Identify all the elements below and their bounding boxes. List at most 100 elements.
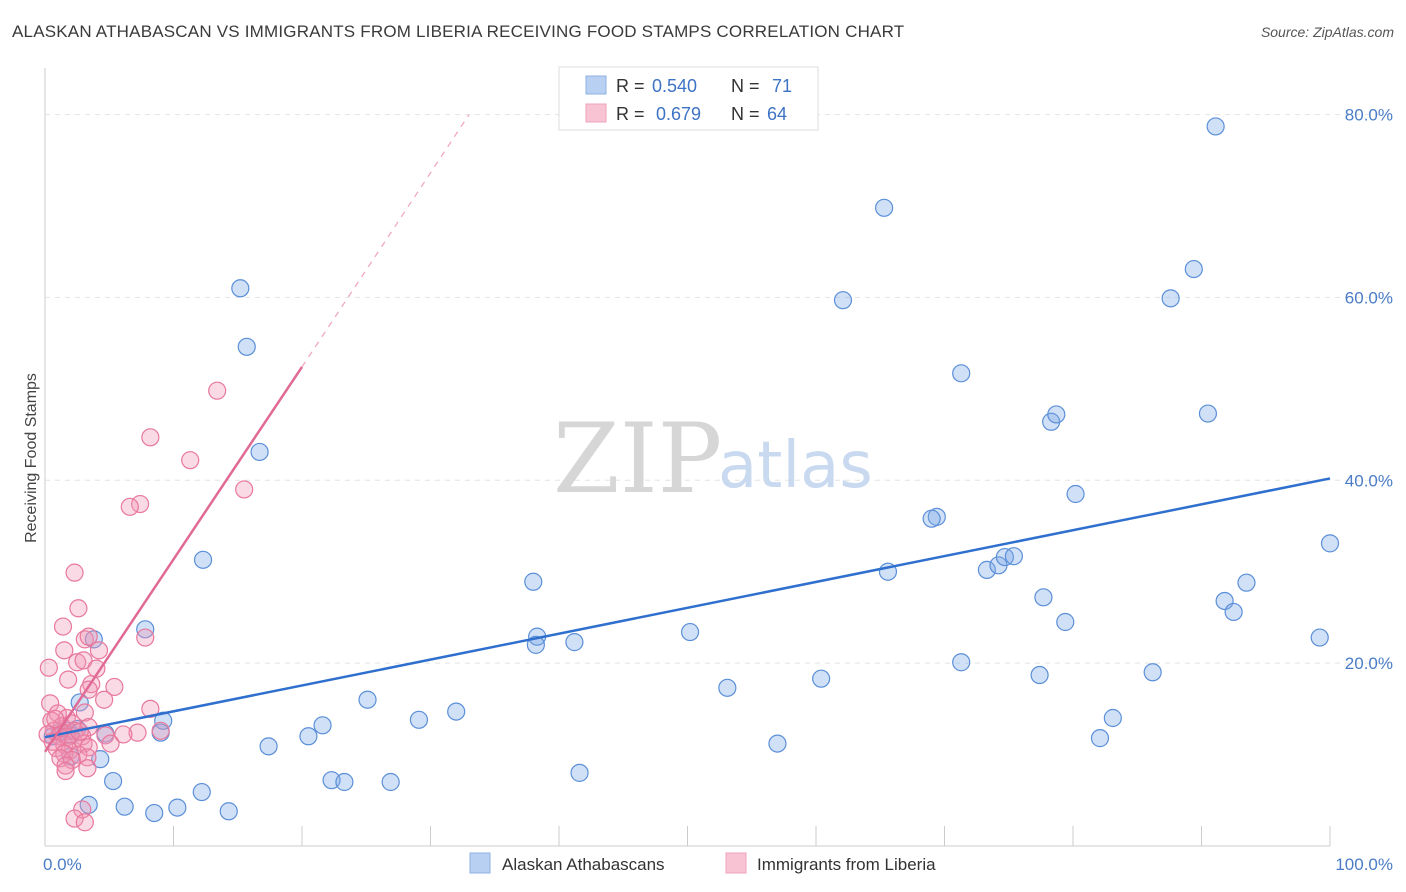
data-point-liberia — [114, 725, 133, 744]
y-axis-label: Receiving Food Stamps — [23, 373, 40, 543]
chart-source: Source: ZipAtlas.com — [1260, 24, 1394, 40]
data-point-liberia — [181, 451, 200, 470]
data-point-athabascan — [570, 763, 589, 782]
legend-r-value-2: 0.679 — [656, 104, 701, 124]
data-point-athabascan — [833, 291, 853, 310]
data-point-liberia — [75, 703, 94, 722]
data-point-athabascan — [1320, 534, 1340, 553]
data-point-liberia — [128, 723, 147, 742]
data-point-liberia — [65, 809, 84, 828]
data-point-athabascan — [1143, 663, 1162, 682]
data-point-athabascan — [1030, 665, 1049, 685]
data-point-athabascan — [1237, 573, 1256, 592]
data-point-athabascan — [168, 798, 187, 817]
legend-swatch-blue — [585, 75, 607, 95]
data-point-liberia — [39, 658, 58, 677]
bottom-legend-label-1: Alaskan Athabascans — [502, 855, 665, 874]
data-point-athabascan — [1206, 117, 1225, 136]
data-point-liberia — [105, 677, 124, 697]
data-point-athabascan — [335, 772, 354, 792]
grid-lines — [45, 114, 1393, 664]
y-tick-label: 20.0% — [1345, 654, 1393, 673]
legend-n-label-1: N = — [731, 76, 760, 96]
data-point-athabascan — [952, 653, 971, 672]
data-point-athabascan — [718, 678, 737, 697]
data-point-liberia — [235, 480, 254, 499]
data-point-liberia — [74, 651, 93, 670]
bottom-legend-label-2: Immigrants from Liberia — [757, 855, 936, 874]
data-point-athabascan — [381, 772, 400, 792]
data-point-athabascan — [299, 727, 318, 746]
data-point-athabascan — [250, 442, 269, 462]
data-point-liberia — [78, 759, 97, 778]
series-immigrants-from-liberia — [38, 381, 254, 832]
data-point-athabascan — [526, 635, 545, 654]
data-point-liberia — [56, 761, 75, 781]
data-point-liberia — [120, 497, 139, 516]
data-point-athabascan — [1047, 405, 1066, 424]
trend-line-liberia — [43, 366, 304, 753]
axes — [44, 68, 1331, 847]
data-point-athabascan — [1161, 289, 1180, 308]
data-point-liberia — [101, 734, 120, 753]
data-point-athabascan — [192, 782, 211, 802]
data-point-athabascan — [358, 690, 377, 709]
data-point-athabascan — [231, 279, 250, 298]
data-point-liberia — [141, 699, 160, 718]
data-point-liberia — [75, 813, 94, 832]
data-point-athabascan — [409, 710, 429, 729]
legend-r-label-1: R = — [616, 76, 645, 96]
data-point-athabascan — [1056, 612, 1075, 632]
legend-n-label-2: N = — [731, 104, 760, 124]
data-point-liberia — [130, 494, 150, 514]
legend-n-value-1: 71 — [772, 76, 792, 96]
data-point-athabascan — [1034, 588, 1053, 607]
y-tick-label: 60.0% — [1345, 288, 1393, 307]
data-point-athabascan — [1224, 602, 1243, 622]
data-point-liberia — [89, 641, 109, 660]
data-point-athabascan — [1310, 628, 1329, 647]
data-point-athabascan — [313, 716, 332, 735]
bottom-legend-swatch-blue — [469, 852, 491, 874]
y-tick-label: 80.0% — [1345, 106, 1393, 125]
data-point-athabascan — [1198, 404, 1218, 423]
data-point-liberia — [59, 670, 78, 689]
data-point-liberia — [141, 428, 160, 447]
data-point-athabascan — [922, 509, 941, 528]
legend-r-value-1: 0.540 — [652, 76, 697, 96]
x-tick-label: 100.0% — [1335, 855, 1393, 874]
bottom-legend-swatch-pink — [725, 852, 747, 874]
data-point-athabascan — [447, 702, 466, 721]
data-point-athabascan — [812, 669, 831, 688]
data-point-liberia — [56, 756, 75, 775]
legend-n-value-2: 64 — [767, 104, 787, 124]
data-point-athabascan — [680, 622, 700, 642]
x-tick-label: 0.0% — [43, 855, 82, 874]
data-point-athabascan — [1004, 547, 1023, 566]
data-point-liberia — [55, 641, 74, 660]
data-point-liberia — [53, 617, 73, 636]
data-point-liberia — [208, 381, 227, 400]
trend-line-liberia-extension — [301, 114, 470, 368]
data-point-athabascan — [237, 337, 256, 356]
data-point-athabascan — [259, 737, 278, 756]
data-point-athabascan — [524, 572, 543, 591]
data-point-liberia — [136, 628, 155, 647]
chart-title: ALASKAN ATHABASCAN VS IMMIGRANTS FROM LI… — [12, 22, 905, 41]
data-point-liberia — [68, 653, 87, 672]
data-point-athabascan — [1066, 484, 1085, 504]
data-point-liberia — [151, 721, 170, 740]
data-point-liberia — [65, 563, 84, 582]
watermark-atlas: atlas — [718, 429, 873, 503]
data-point-athabascan — [193, 550, 213, 569]
stats-legend: R = 0.540 N = 71 R = 0.679 N = 64 — [558, 66, 819, 131]
data-point-liberia — [95, 690, 114, 709]
legend-swatch-pink — [585, 103, 607, 123]
data-point-liberia — [69, 599, 88, 618]
data-point-liberia — [46, 709, 65, 729]
y-tick-labels: 20.0% 40.0% 60.0% 80.0% — [1345, 106, 1393, 674]
x-tick-labels: 0.0% 100.0% — [43, 855, 1393, 874]
data-point-athabascan — [977, 560, 997, 579]
data-point-liberia — [79, 627, 98, 646]
